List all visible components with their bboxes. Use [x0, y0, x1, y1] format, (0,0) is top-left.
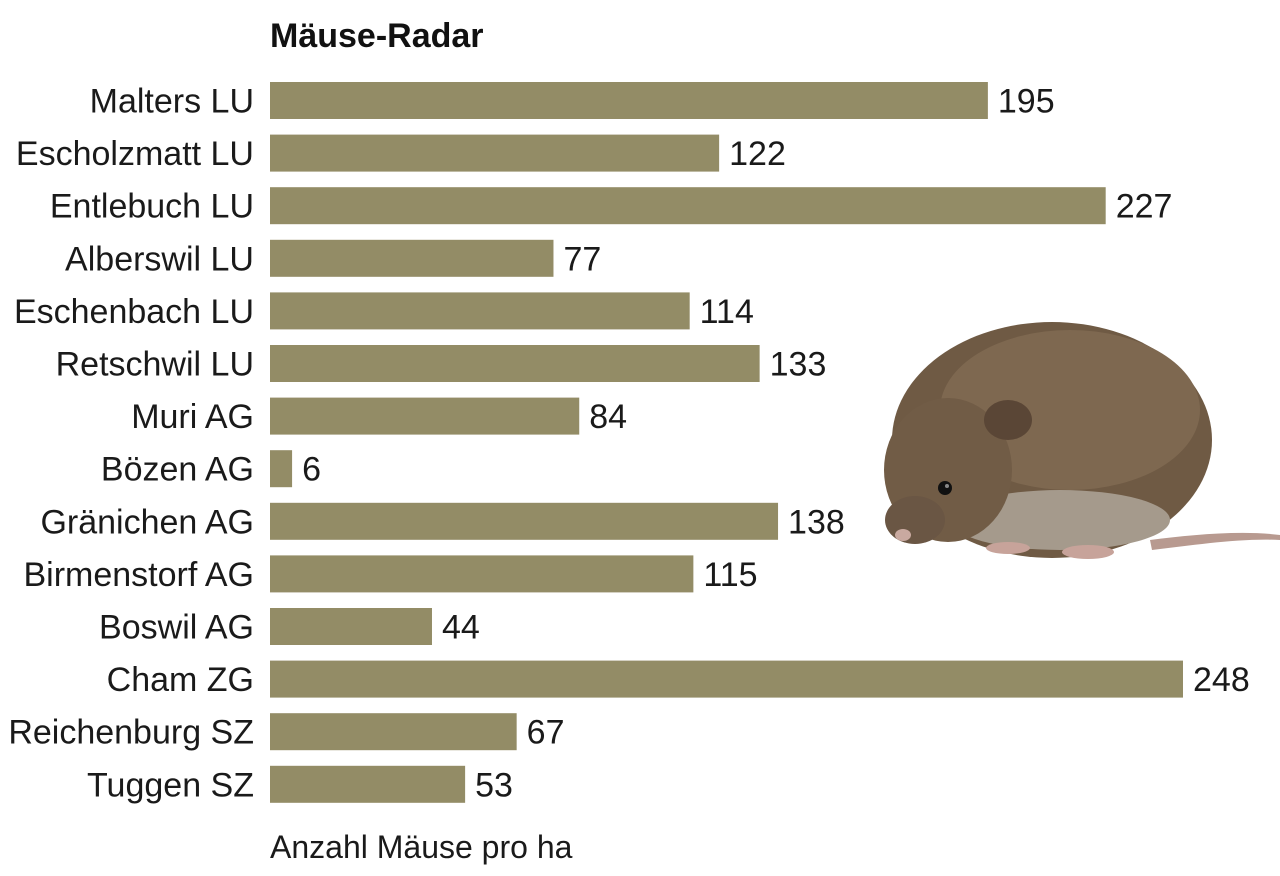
value-label: 53: [475, 766, 513, 804]
value-label: 115: [703, 556, 757, 594]
category-label: Reichenburg SZ: [8, 714, 254, 752]
mouse-snout: [885, 496, 945, 544]
bar-7: [270, 450, 293, 488]
value-label: 248: [1193, 661, 1250, 699]
value-label: 67: [527, 714, 565, 752]
bar-0: [270, 82, 988, 119]
category-label: Alberswil LU: [65, 240, 254, 278]
value-label: 133: [770, 346, 827, 384]
category-label: Gränichen AG: [40, 503, 254, 541]
value-label: 6: [302, 451, 321, 489]
value-label: 114: [700, 293, 754, 331]
category-label: Cham ZG: [107, 661, 254, 699]
category-label: Bözen AG: [101, 451, 254, 489]
bar-13: [270, 765, 466, 803]
mouse-belly: [950, 490, 1170, 550]
field-vole-mouse-photo: [884, 322, 1280, 559]
bar-5: [270, 345, 760, 382]
category-label: Malters LU: [90, 83, 254, 121]
chart-title: Mäuse-Radar: [270, 17, 484, 55]
value-label: 195: [998, 83, 1055, 121]
mouse-tail: [1150, 532, 1280, 550]
mouse-eye-shine: [945, 484, 949, 488]
bar-10: [270, 608, 432, 645]
bar-3: [270, 239, 554, 277]
x-axis-label: Anzahl Mäuse pro ha: [270, 829, 573, 865]
mouse-nose: [895, 529, 911, 541]
bar-1: [270, 134, 720, 172]
category-label: Birmenstorf AG: [23, 556, 254, 594]
mouse-eye: [938, 481, 952, 495]
bar-9: [270, 555, 694, 593]
value-label: 77: [563, 240, 601, 278]
category-label: Eschenbach LU: [14, 293, 254, 331]
value-label: 44: [442, 609, 480, 647]
bars-layer: Malters LU 195 Escholzmatt LU 122 Entlebuch …: [8, 82, 1250, 804]
bar-12: [270, 713, 517, 751]
bar-6: [270, 397, 580, 435]
value-label: 122: [729, 135, 786, 173]
mouse-hind-foot: [1062, 545, 1114, 559]
category-label: Muri AG: [131, 398, 254, 436]
value-label: 84: [589, 398, 627, 436]
category-label: Escholzmatt LU: [16, 135, 254, 173]
value-label: 138: [788, 503, 845, 541]
bar-2: [270, 187, 1106, 225]
bar-11: [270, 660, 1183, 698]
bar-4: [270, 292, 690, 330]
category-label: Retschwil LU: [56, 346, 254, 384]
category-label: Boswil AG: [99, 609, 254, 647]
bar-8: [270, 502, 779, 540]
mouse-ear: [984, 400, 1032, 440]
mouse-front-foot: [986, 542, 1030, 554]
category-label: Tuggen SZ: [87, 766, 254, 804]
value-label: 227: [1116, 188, 1173, 226]
category-label: Entlebuch LU: [50, 188, 254, 226]
